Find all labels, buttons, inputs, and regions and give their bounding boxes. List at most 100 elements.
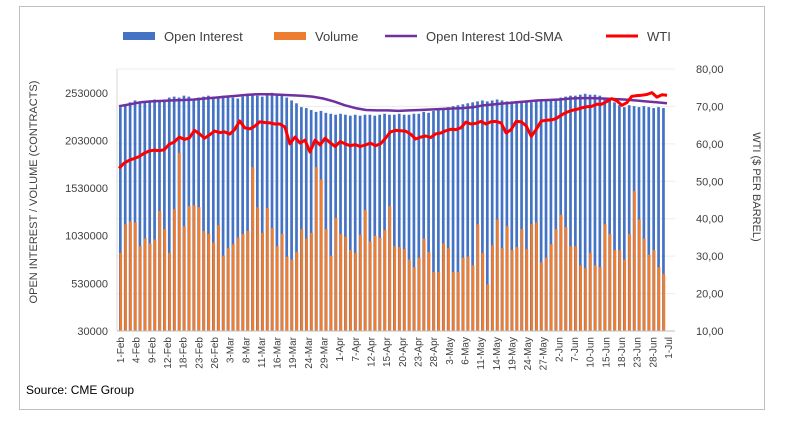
volume-bar: [540, 262, 543, 331]
volume-bar: [638, 219, 641, 331]
volume-bar: [417, 257, 421, 331]
left-tick-label: 1530000: [65, 183, 108, 195]
open-interest-bar: [324, 112, 328, 331]
volume-bar: [354, 252, 357, 331]
volume-bar: [266, 208, 269, 331]
volume-bar: [569, 246, 573, 331]
open-interest-bar: [574, 95, 577, 331]
open-interest-bar: [564, 96, 567, 331]
open-interest-bar: [358, 115, 362, 331]
left-tick-label: 30000: [77, 326, 108, 338]
volume-bar: [231, 244, 235, 331]
volume-bar: [594, 265, 597, 331]
open-interest-bar: [554, 98, 558, 331]
left-tick-label: 1030000: [65, 231, 108, 243]
right-tick-label: 40,00: [696, 214, 724, 226]
volume-bar: [403, 249, 406, 331]
volume-bar: [143, 238, 147, 331]
x-tick-label: 11-May: [476, 337, 487, 370]
open-interest-bar: [441, 109, 445, 331]
x-tick-label: 15-Apr: [382, 336, 393, 367]
volume-bar: [148, 243, 152, 331]
left-tick-label: 2530000: [65, 88, 108, 100]
volume-bar: [598, 267, 602, 331]
open-interest-bar: [182, 95, 186, 331]
volume-bar: [525, 249, 529, 331]
volume-bar: [393, 246, 397, 331]
volume-bar: [486, 284, 490, 331]
x-tick-label: 18-Feb: [179, 337, 190, 369]
open-interest-bar: [226, 96, 230, 331]
x-tick-label: 12-Apr: [367, 336, 378, 367]
open-interest-bar: [534, 101, 538, 331]
open-interest-bar: [138, 101, 142, 331]
volume-bar: [613, 250, 617, 331]
volume-bar: [549, 244, 553, 331]
x-tick-label: 28-Apr: [429, 336, 440, 367]
volume-bar: [662, 273, 666, 331]
volume-bar: [427, 251, 431, 331]
open-interest-bar: [128, 102, 132, 331]
open-interest-bar: [446, 107, 450, 331]
chart-frame: Open Interest Volume Open Interest 10d-SMA…: [19, 6, 765, 410]
right-tick-label: 80,00: [696, 64, 724, 76]
open-interest-bar: [402, 114, 406, 331]
volume-bar: [496, 219, 499, 331]
volume-bar: [227, 248, 230, 331]
open-interest-bar: [466, 103, 470, 331]
open-interest-bar: [515, 102, 519, 331]
volume-bar: [295, 251, 299, 331]
x-tick-label: 7-Jun: [570, 337, 581, 362]
open-interest-bar: [348, 115, 352, 331]
wti-line: [117, 91, 668, 170]
volume-bar: [652, 250, 656, 331]
x-tick-label: 14-May: [492, 337, 503, 370]
volume-bar: [138, 246, 142, 331]
open-interest-bar: [544, 100, 548, 331]
open-interest-bar: [275, 93, 279, 332]
open-interest-bar: [211, 96, 215, 331]
open-interest-bar: [627, 105, 631, 331]
volume-bar: [628, 233, 631, 331]
open-interest-bar: [143, 102, 147, 331]
x-tick-label: 20-Apr: [398, 336, 409, 367]
open-interest-bar: [500, 100, 504, 331]
volume-bar: [476, 224, 480, 331]
volume-bar: [564, 227, 568, 331]
volume-bar: [359, 234, 362, 331]
open-interest-bar: [246, 95, 249, 331]
open-interest-bar: [539, 101, 543, 331]
open-interest-bar: [290, 100, 293, 331]
legend-swatch: [274, 32, 306, 40]
volume-bar: [217, 225, 220, 331]
open-interest-bar: [300, 107, 303, 331]
volume-bar: [481, 252, 485, 331]
legend-label: Open Interest 10d-SMA: [426, 29, 563, 44]
open-interest-bar: [167, 97, 171, 331]
open-interest-bar: [461, 104, 465, 331]
open-interest-bar: [202, 96, 205, 331]
open-interest-bar: [383, 113, 386, 331]
volume-bar: [119, 252, 123, 331]
open-interest-bar: [378, 114, 382, 331]
open-interest-bar: [451, 106, 455, 331]
open-interest-bar: [412, 113, 416, 331]
volume-bar: [300, 229, 304, 331]
x-tick-label: 6-May: [460, 337, 471, 365]
volume-bar: [178, 152, 181, 331]
volume-bar: [378, 237, 382, 331]
open-interest-bar: [549, 99, 553, 331]
volume-bar: [251, 167, 255, 331]
volume-bar: [422, 238, 426, 331]
volume-bar: [290, 259, 294, 331]
volume-bar: [457, 271, 460, 331]
volume-bar: [271, 228, 274, 331]
volume-bar: [554, 229, 558, 331]
open-interest-bar: [329, 113, 333, 331]
volume-bar: [334, 217, 338, 331]
x-tick-label: 29-Mar: [320, 336, 331, 368]
volume-bar: [129, 221, 132, 331]
x-tick-label: 3-Mar: [226, 336, 237, 363]
volume-bar: [222, 255, 225, 331]
x-tick-label: 24-May: [523, 337, 534, 370]
